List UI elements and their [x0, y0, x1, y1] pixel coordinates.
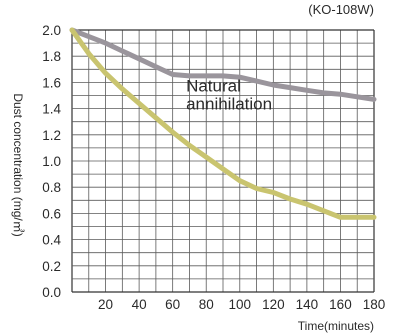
y-tick-label: 2.0 [42, 23, 61, 38]
x-tick-label: 40 [132, 297, 147, 312]
x-tick-label: 100 [229, 297, 252, 312]
x-tick-label: 60 [165, 297, 180, 312]
y-tick-label: 0.6 [42, 206, 61, 221]
x-tick-label: 80 [199, 297, 214, 312]
grid [71, 29, 375, 293]
y-tick-label: 0.0 [42, 285, 61, 300]
x-tick-label: 160 [329, 297, 352, 312]
y-tick-label: 0.4 [42, 233, 61, 248]
annotations: Natural annihilation [186, 77, 272, 114]
annotation-natural-annihilation: Natural annihilation [186, 77, 272, 114]
y-tick-label: 1.8 [42, 49, 61, 64]
y-tick-label: 1.2 [42, 128, 61, 143]
y-tick-label: 1.6 [42, 75, 61, 90]
x-tick-label: 120 [262, 297, 285, 312]
model-label: (KO-108W) [308, 2, 374, 17]
x-tick-label: 20 [98, 297, 113, 312]
y-tick-label: 1.0 [42, 154, 61, 169]
series-line-2 [69, 27, 377, 220]
y-axis-label: Dust concentration (mg/㎥) [11, 93, 25, 236]
x-axis-ticks: 20 40 60 80 100 120 140 160 180 [98, 297, 385, 312]
x-tick-label: 140 [296, 297, 319, 312]
y-tick-label: 0.2 [42, 259, 61, 274]
y-tick-label: 1.4 [42, 102, 61, 117]
y-axis-ticks: 0.0 0.2 0.4 0.6 0.8 1.0 1.2 1.4 1.6 1.8 2.0 [42, 23, 61, 300]
y-tick-label: 0.8 [42, 180, 61, 195]
series-lines [69, 27, 377, 220]
x-tick-label: 180 [363, 297, 386, 312]
series-line-1 [69, 27, 377, 102]
x-axis-label: Time(minutes) [298, 319, 374, 333]
